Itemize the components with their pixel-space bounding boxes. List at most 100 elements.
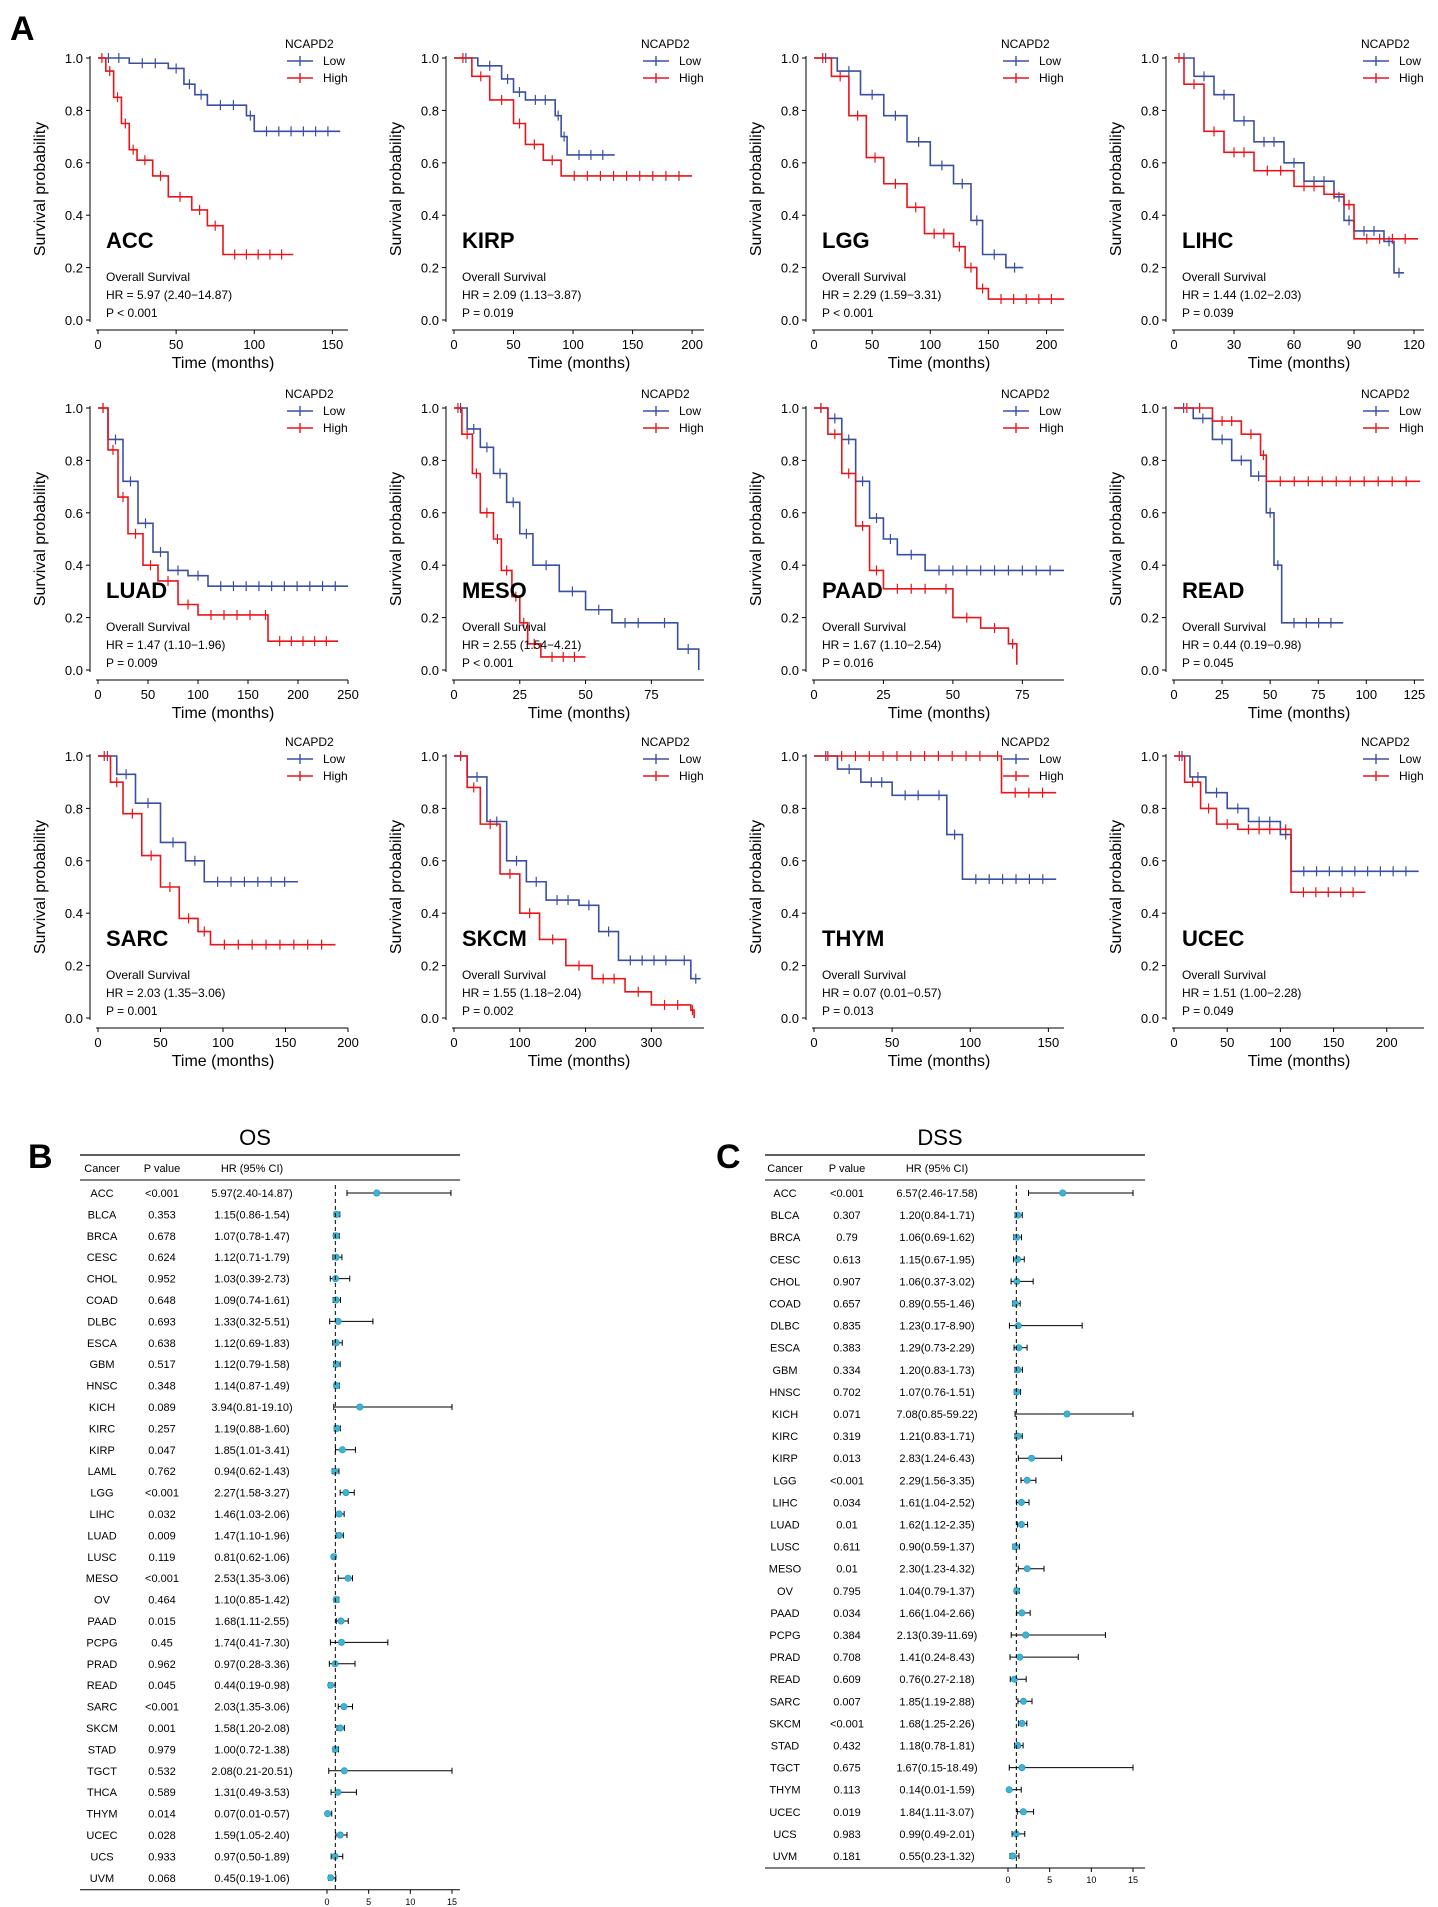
row-cancer: LIHC [772, 1497, 797, 1509]
row-p-value: 0.001 [148, 1723, 176, 1735]
km-curve-low [1174, 57, 1404, 274]
row-hr-ci: 1.09(0.74-1.61) [214, 1295, 289, 1307]
y-tick-label: 0.8 [781, 453, 799, 468]
row-cancer: UCS [773, 1829, 796, 1841]
hr-point [333, 1424, 341, 1432]
row-p-value: 0.657 [833, 1299, 861, 1311]
km-panel-thym: 0.0 0.2 0.4 0.6 0.8 1.0 0 50 100 150 Time (months)… [748, 735, 1064, 1070]
row-p-value: 0.257 [148, 1423, 176, 1435]
y-tick-label: 0.4 [65, 208, 83, 223]
legend-label-high: High [1399, 71, 1424, 85]
cancer-label: ACC [106, 228, 154, 253]
y-tick-label: 0.0 [65, 1011, 83, 1026]
row-p-value: 0.015 [148, 1616, 176, 1628]
x-tick-label: 50 [169, 337, 183, 352]
km-curve-high [814, 407, 1018, 665]
p-text: P < 0.001 [462, 656, 514, 670]
survival-type: Overall Survival [1182, 620, 1266, 634]
x-tick-label: 0 [94, 337, 101, 352]
y-tick-label: 0.0 [421, 1011, 439, 1026]
row-p-value: 0.032 [148, 1509, 176, 1521]
row-cancer: SARC [770, 1696, 801, 1708]
y-tick-label: 0.2 [65, 611, 83, 626]
row-hr-ci: 1.61(1.04-2.52) [899, 1497, 974, 1509]
row-cancer: PCPG [769, 1630, 800, 1642]
row-p-value: 0.384 [833, 1630, 861, 1642]
forest-title: DSS [917, 1125, 962, 1150]
row-cancer: HNSC [86, 1381, 117, 1393]
forest-row: DLBC 0.835 1.23(0.17-8.90) [770, 1321, 1083, 1333]
y-tick-label: 0.6 [1141, 156, 1159, 171]
row-hr-ci: 5.97(2.40-14.87) [211, 1188, 292, 1200]
row-cancer: UCEC [769, 1807, 800, 1819]
row-hr-ci: 0.76(0.27-2.18) [899, 1674, 974, 1686]
hr-point [1005, 1786, 1013, 1794]
x-tick-label: 200 [287, 687, 309, 702]
row-p-value: 0.952 [148, 1274, 176, 1286]
hr-point [332, 1253, 340, 1261]
x-tick-label: 0 [450, 337, 457, 352]
row-hr-ci: 2.83(1.24-6.43) [899, 1453, 974, 1465]
hr-text: HR = 2.03 (1.35−3.06) [106, 986, 225, 1000]
forest-row: CHOL 0.952 1.03(0.39-2.73) [87, 1274, 351, 1286]
forest-row: SKCM 0.001 1.58(1.20-2.08) [86, 1723, 345, 1735]
row-p-value: 0.319 [833, 1431, 861, 1443]
row-cancer: KIRC [89, 1423, 115, 1435]
row-p-value: 0.353 [148, 1209, 176, 1221]
row-cancer: UCEC [86, 1830, 117, 1842]
forest-row: HNSC 0.702 1.07(0.76-1.51) [769, 1387, 1022, 1399]
row-cancer: ACC [90, 1188, 113, 1200]
x-axis-label: Time (months) [888, 355, 991, 372]
survival-type: Overall Survival [106, 968, 190, 982]
row-p-value: 0.013 [833, 1453, 861, 1465]
row-p-value: 0.678 [148, 1231, 176, 1243]
x-tick-label: 100 [562, 337, 584, 352]
legend-label-low: Low [1039, 54, 1061, 68]
row-hr-ci: 1.14(0.87-1.49) [214, 1381, 289, 1393]
legend-label-high: High [1399, 769, 1424, 783]
forest-row: ESCA 0.638 1.12(0.69-1.83) [87, 1338, 343, 1350]
hr-text: HR = 2.29 (1.59−3.31) [822, 288, 941, 302]
p-text: P = 0.016 [822, 656, 874, 670]
x-tick-label: 0 [450, 687, 457, 702]
row-p-value: 0.962 [148, 1659, 176, 1671]
row-cancer: MESO [86, 1573, 119, 1585]
y-tick-label: 0.4 [781, 906, 799, 921]
legend-label-high: High [679, 421, 704, 435]
y-tick-label: 1.0 [781, 401, 799, 416]
km-panel-acc: 0.0 0.2 0.4 0.6 0.8 1.0 0 50 100 150 Time (months)… [32, 37, 348, 372]
x-tick-label: 60 [1287, 337, 1301, 352]
row-cancer: CESC [87, 1252, 118, 1264]
forest-row: PCPG 0.384 2.13(0.39-11.69) [769, 1630, 1106, 1642]
column-header: Cancer [767, 1163, 803, 1175]
hr-point [342, 1489, 350, 1497]
row-p-value: <0.001 [830, 1718, 864, 1730]
row-cancer: CESC [770, 1254, 801, 1266]
x-axis-label: Time (months) [528, 1053, 631, 1070]
hr-text: HR = 2.09 (1.13−3.87) [462, 288, 581, 302]
x-tick-label: 0 [94, 1035, 101, 1050]
row-hr-ci: 1.68(1.25-2.26) [899, 1718, 974, 1730]
hr-point [327, 1681, 335, 1689]
forest-row: PRAD 0.708 1.41(0.24-8.43) [770, 1652, 1079, 1664]
row-hr-ci: 2.03(1.35-3.06) [214, 1702, 289, 1714]
legend-title: NCAPD2 [1001, 735, 1050, 749]
hr-point [340, 1703, 348, 1711]
hr-text: HR = 0.44 (0.19−0.98) [1182, 638, 1301, 652]
forest-row: PAAD 0.015 1.68(1.11-2.55) [87, 1616, 349, 1628]
legend-label-low: Low [679, 54, 701, 68]
row-p-value: 0.532 [148, 1766, 176, 1778]
forest-row: LIHC 0.034 1.61(1.04-2.52) [772, 1497, 1030, 1509]
legend-title: NCAPD2 [641, 37, 690, 51]
row-hr-ci: 1.18(0.78-1.81) [899, 1741, 974, 1753]
row-hr-ci: 0.97(0.50-1.89) [214, 1851, 289, 1863]
x-tick-label: 100 [1355, 687, 1377, 702]
hr-point [1059, 1189, 1067, 1197]
row-p-value: 0.45 [151, 1637, 172, 1649]
y-tick-label: 0.6 [421, 506, 439, 521]
x-tick-label: 30 [1227, 337, 1241, 352]
legend-label-high: High [1399, 421, 1424, 435]
legend-title: NCAPD2 [1361, 735, 1410, 749]
x-tick-label: 0 [810, 1035, 817, 1050]
x-tick-label: 0 [450, 1035, 457, 1050]
